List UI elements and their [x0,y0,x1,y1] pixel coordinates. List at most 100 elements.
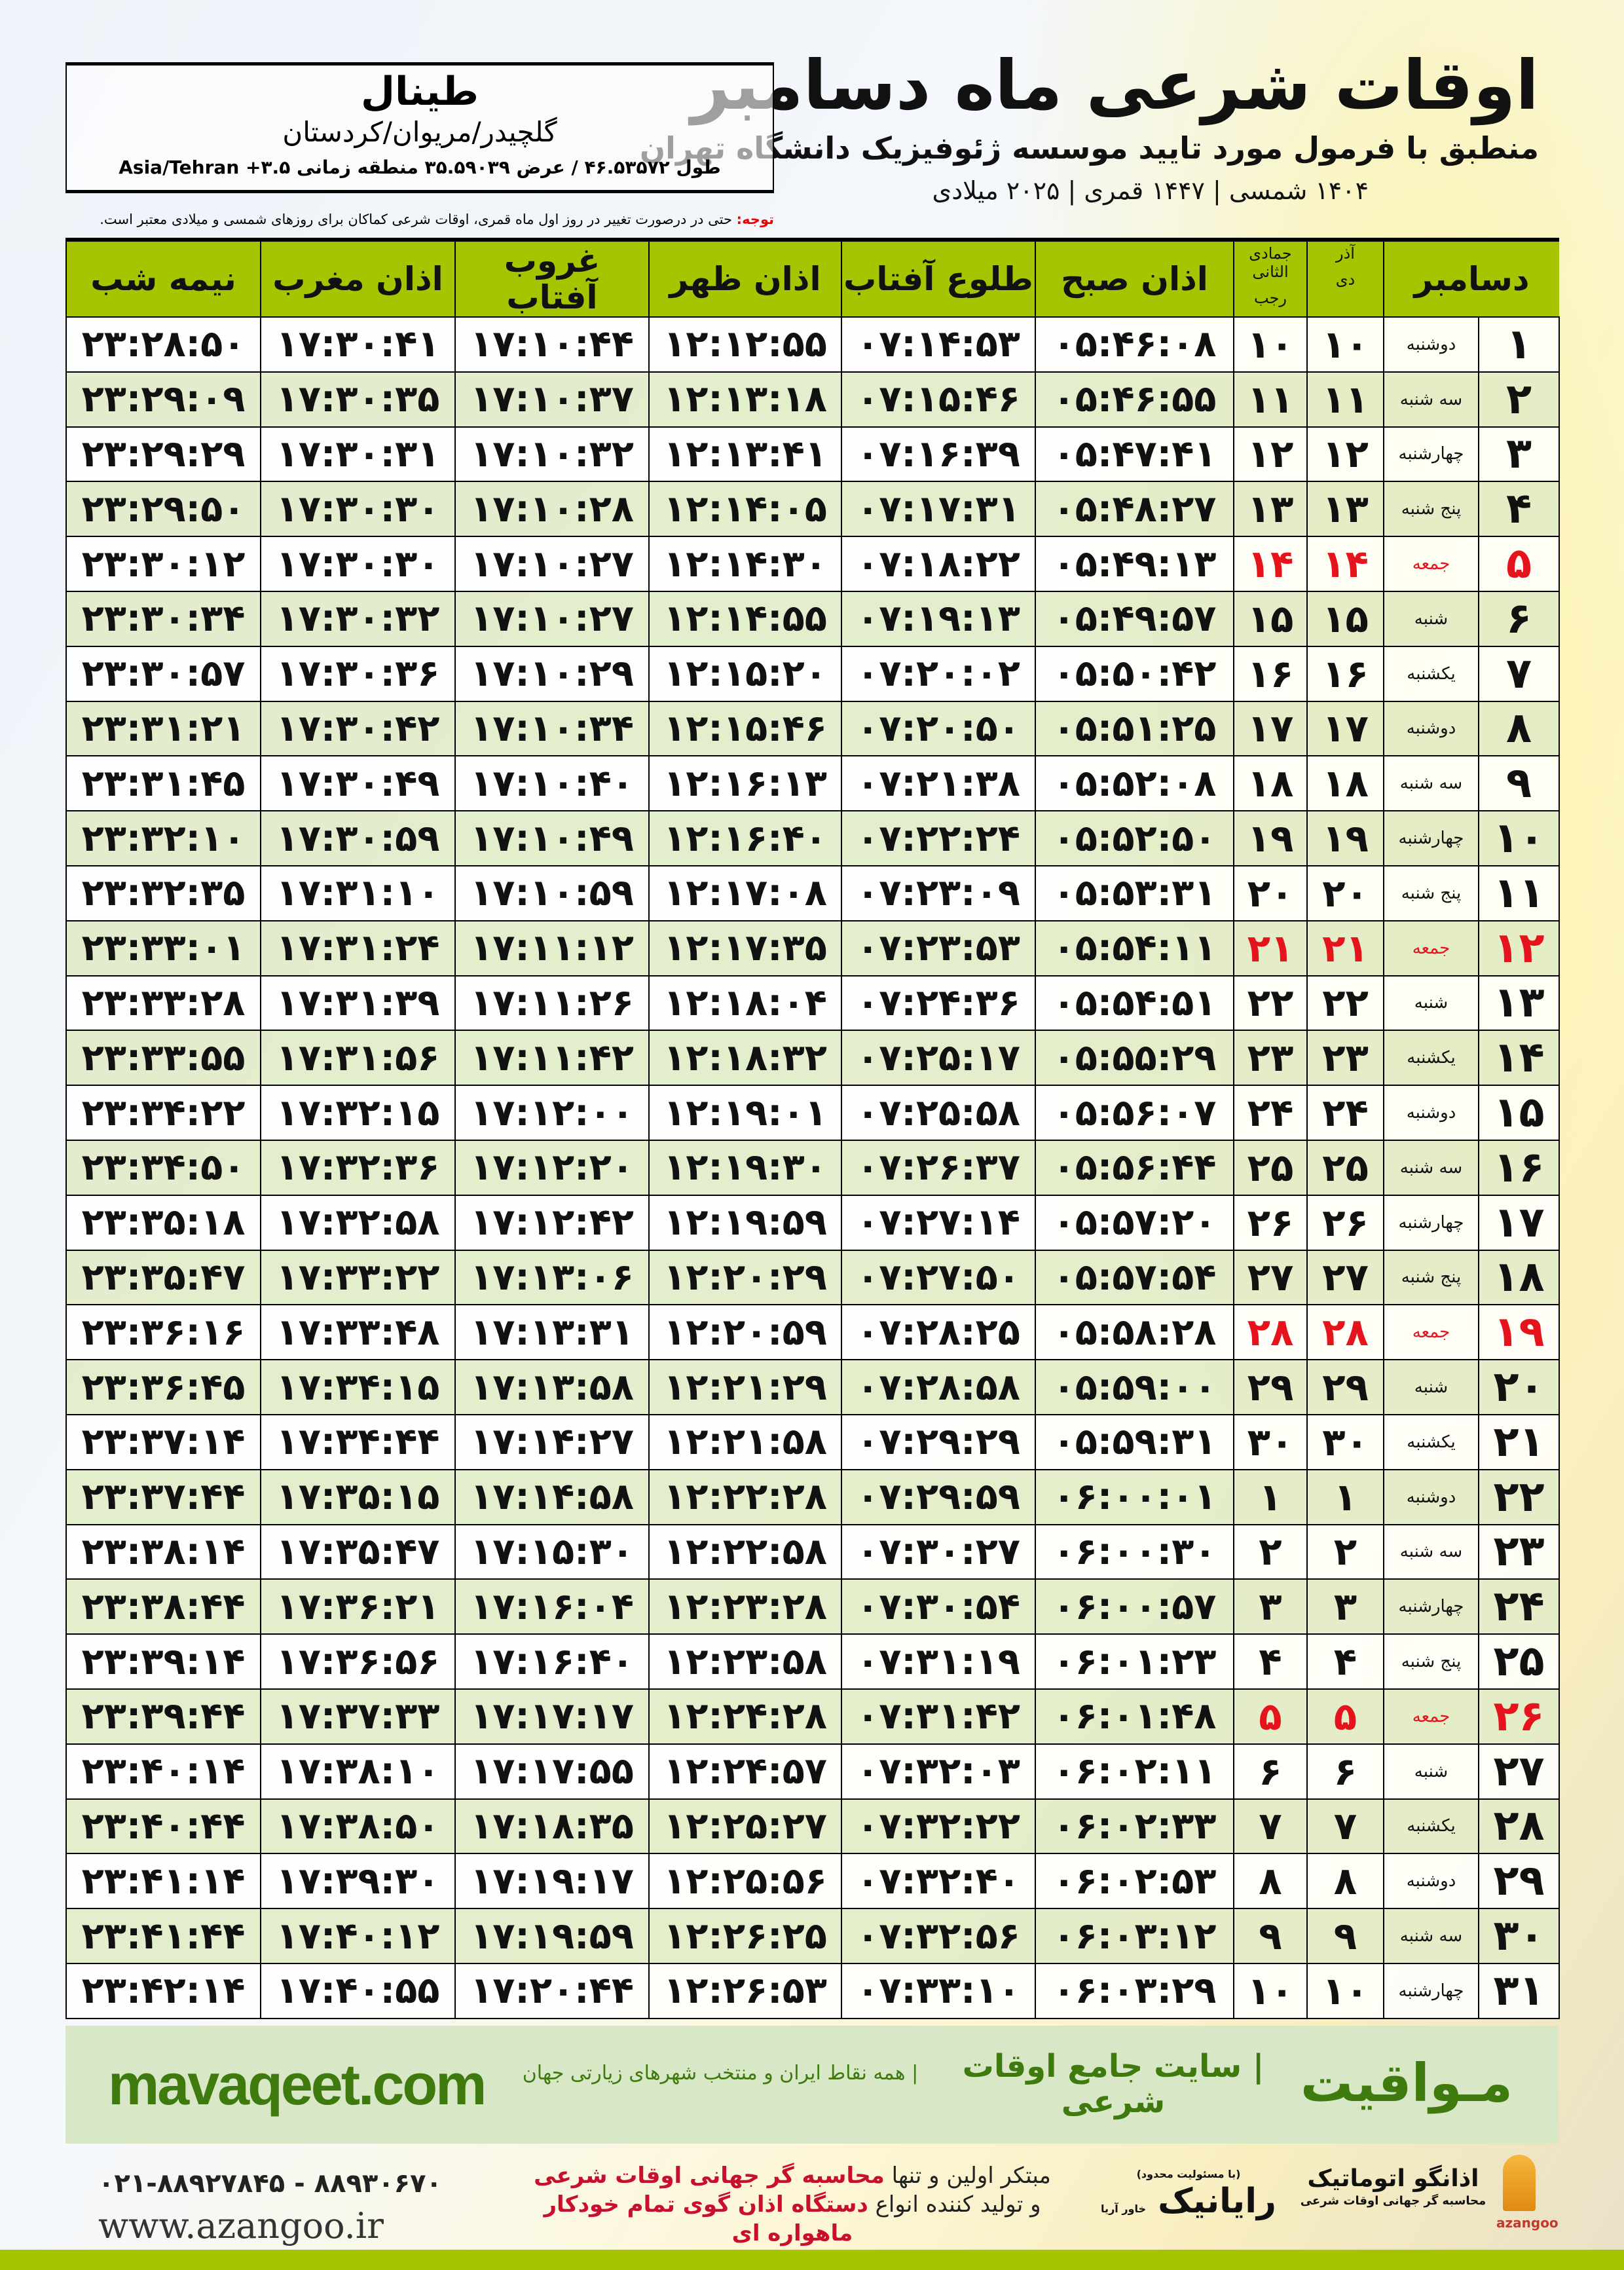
col-dhuhr: اذان ظهر [648,238,841,317]
prayer-times-table: دسامبر آذر دی جمادی الثانی رجب اذان صبح طل… [65,238,1560,2019]
cell-weekday: یکشنبه [1382,1413,1480,1470]
cell-maghrib: ۱۷:۳۱:۵۶ [260,1030,456,1087]
cell-sunrise: ۰۷:۲۲:۲۴ [841,810,1036,866]
cell-fajr: ۰۵:۵۷:۲۰ [1035,1194,1234,1251]
cell-fajr: ۰۵:۴۶:۰۸ [1035,316,1234,373]
table-row: ۳ چهارشنبه ۱۲ ۱۲ ۰۵:۴۷:۴۱ ۰۷:۱۶:۳۹ ۱۲:۱۳:۴۱ ۱۷:… [65,426,1560,483]
cell-maghrib: ۱۷:۳۲:۵۸ [260,1194,456,1251]
cell-dhuhr: ۱۲:۱۹:۰۱ [648,1085,842,1141]
cell-day: ۲۸ [1478,1798,1560,1855]
table-row: ۱۸ پنج شنبه ۲۷ ۲۷ ۰۵:۵۷:۵۴ ۰۷:۲۷:۵۰ ۱۲:۲۰:۲۹ ۱۷… [65,1249,1560,1306]
azangoo-logo: اذانگو اتوماتیک محاسبه گر جهانی اوقات شرع… [1297,2165,1490,2209]
table-row: ۱ دوشنبه ۱۰ ۱۰ ۰۵:۴۶:۰۸ ۰۷:۱۴:۵۳ ۱۲:۱۲:۵۵ ۱۷:۱۰… [65,316,1560,373]
table-row: ۸ دوشنبه ۱۷ ۱۷ ۰۵:۵۱:۲۵ ۰۷:۲۰:۵۰ ۱۲:۱۵:۴۶ ۱۷:۱۰… [65,700,1560,757]
note-text: حتی در درصورت تغییر در روز اول ماه قمری،… [100,212,737,227]
cell-lunar-day: ۲۵ [1233,1139,1308,1196]
cell-midnight: ۲۳:۳۰:۳۴ [65,590,261,647]
mavaqeet-subtext: | همه نقاط ایران و منتخب شهرهای زیارتی ج… [522,2062,919,2085]
cell-fajr: ۰۵:۴۹:۱۳ [1035,536,1234,592]
promo-line2-a: و تولید کننده انواع [868,2191,1041,2218]
cell-maghrib: ۱۷:۳۹:۳۰ [260,1853,456,1910]
cell-midnight: ۲۳:۳۱:۲۱ [65,700,261,757]
azangoo-url[interactable]: www.azangoo.ir [98,2205,384,2246]
cell-maghrib: ۱۷:۴۰:۵۵ [260,1962,456,2019]
cell-sunset: ۱۷:۱۲:۴۲ [454,1194,650,1251]
cell-day: ۳ [1478,426,1560,483]
cell-sunrise: ۰۷:۲۴:۳۶ [841,975,1036,1032]
cell-dhuhr: ۱۲:۲۳:۲۸ [648,1578,842,1635]
table-row: ۲۶ جمعه ۵ ۵ ۰۶:۰۱:۴۸ ۰۷:۳۱:۴۲ ۱۲:۲۴:۲۸ ۱۷:۱۷:۱۷… [65,1688,1560,1745]
cell-dhuhr: ۱۲:۱۴:۳۰ [648,536,842,592]
cell-midnight: ۲۳:۳۳:۰۱ [65,920,261,977]
cell-sunset: ۱۷:۱۳:۵۸ [454,1359,650,1415]
col-solar-top: آذر [1336,244,1355,263]
cell-midnight: ۲۳:۳۸:۱۴ [65,1523,261,1580]
cell-day: ۲۴ [1478,1578,1560,1635]
cell-dhuhr: ۱۲:۱۳:۱۸ [648,371,842,428]
cell-midnight: ۲۳:۳۵:۱۸ [65,1194,261,1251]
cell-lunar-day: ۴ [1233,1633,1308,1690]
cell-midnight: ۲۳:۳۸:۴۴ [65,1578,261,1635]
cell-weekday: جمعه [1382,536,1480,592]
cell-lunar-day: ۷ [1233,1798,1308,1855]
cell-day: ۲۹ [1478,1853,1560,1910]
cell-solar-day: ۱۴ [1306,536,1384,592]
cell-maghrib: ۱۷:۳۲:۱۵ [260,1085,456,1141]
cell-fajr: ۰۵:۵۱:۲۵ [1035,700,1234,757]
table-row: ۱۰ چهارشنبه ۱۹ ۱۹ ۰۵:۵۲:۵۰ ۰۷:۲۲:۲۴ ۱۲:۱۶:۴۰ ۱۷… [65,810,1560,866]
rayanik-logo: (با مسئولیت محدود) رایانیک خاور آریا [1090,2168,1287,2222]
cell-solar-day: ۲۰ [1306,865,1384,921]
cell-day: ۸ [1478,700,1560,757]
note: توجه: حتی در درصورت تغییر در روز اول ماه… [100,211,774,228]
cell-midnight: ۲۳:۳۹:۱۴ [65,1633,261,1690]
cell-lunar-day: ۱۸ [1233,755,1308,812]
cell-weekday: چهارشنبه [1382,1578,1480,1635]
cell-weekday: جمعه [1382,1688,1480,1745]
cell-solar-day: ۳ [1306,1578,1384,1635]
cell-lunar-day: ۶ [1233,1743,1308,1800]
cell-day: ۱۲ [1478,920,1560,977]
cell-day: ۱۹ [1478,1304,1560,1361]
cell-solar-day: ۱۲ [1306,426,1384,483]
cell-dhuhr: ۱۲:۱۸:۳۲ [648,1030,842,1087]
table-row: ۲۹ دوشنبه ۸ ۸ ۰۶:۰۲:۵۳ ۰۷:۳۲:۴۰ ۱۲:۲۵:۵۶ ۱۷:۱۹:… [65,1853,1560,1910]
cell-dhuhr: ۱۲:۱۶:۱۳ [648,755,842,812]
cell-maghrib: ۱۷:۳۱:۱۰ [260,865,456,921]
location-box: طینال گلچیدر/مریوان/کردستان طول ۴۶.۵۳۵۷۲… [65,62,774,193]
cell-sunset: ۱۷:۱۰:۲۷ [454,536,650,592]
cell-lunar-day: ۳ [1233,1578,1308,1635]
cell-fajr: ۰۵:۴۹:۵۷ [1035,590,1234,647]
mavaqeet-url[interactable]: mavaqeet.com [108,2052,487,2117]
cell-sunrise: ۰۷:۲۷:۵۰ [841,1249,1036,1306]
cell-dhuhr: ۱۲:۱۵:۲۰ [648,645,842,702]
cell-day: ۶ [1478,590,1560,647]
col-sunrise: طلوع آفتاب [841,238,1035,317]
cell-day: ۱۵ [1478,1085,1560,1141]
cell-weekday: چهارشنبه [1382,426,1480,483]
cell-day: ۷ [1478,645,1560,702]
cell-day: ۱۱ [1478,865,1560,921]
cell-lunar-day: ۱۰ [1233,1962,1308,2019]
cell-dhuhr: ۱۲:۲۰:۵۹ [648,1304,842,1361]
cell-day: ۱ [1478,316,1560,373]
cell-dhuhr: ۱۲:۲۲:۵۸ [648,1523,842,1580]
cell-fajr: ۰۵:۵۳:۳۱ [1035,865,1234,921]
cell-weekday: جمعه [1382,920,1480,977]
cell-dhuhr: ۱۲:۲۶:۵۳ [648,1962,842,2019]
cell-day: ۲۰ [1478,1359,1560,1415]
cell-sunrise: ۰۷:۱۶:۳۹ [841,426,1036,483]
cell-weekday: سه شنبه [1382,1908,1480,1964]
cell-maghrib: ۱۷:۳۵:۱۵ [260,1468,456,1525]
cell-fajr: ۰۶:۰۲:۵۳ [1035,1853,1234,1910]
cell-sunset: ۱۷:۱۰:۳۲ [454,426,650,483]
cell-sunrise: ۰۷:۲۵:۱۷ [841,1030,1036,1087]
cell-weekday: چهارشنبه [1382,810,1480,866]
table-row: ۱۶ سه شنبه ۲۵ ۲۵ ۰۵:۵۶:۴۴ ۰۷:۲۶:۳۷ ۱۲:۱۹:۳۰ ۱۷:… [65,1139,1560,1196]
cell-midnight: ۲۳:۳۶:۱۶ [65,1304,261,1361]
cell-solar-day: ۱۳ [1306,481,1384,538]
cell-maghrib: ۱۷:۳۷:۳۳ [260,1688,456,1745]
bottom-stripe [0,2250,1624,2270]
table-row: ۲۷ شنبه ۶ ۶ ۰۶:۰۲:۱۱ ۰۷:۳۲:۰۳ ۱۲:۲۴:۵۷ ۱۷:۱۷:۵۵… [65,1743,1560,1800]
cell-midnight: ۲۳:۳۰:۱۲ [65,536,261,592]
table-row: ۲۵ پنج شنبه ۴ ۴ ۰۶:۰۱:۲۳ ۰۷:۳۱:۱۹ ۱۲:۲۳:۵۸ ۱۷:۱… [65,1633,1560,1690]
